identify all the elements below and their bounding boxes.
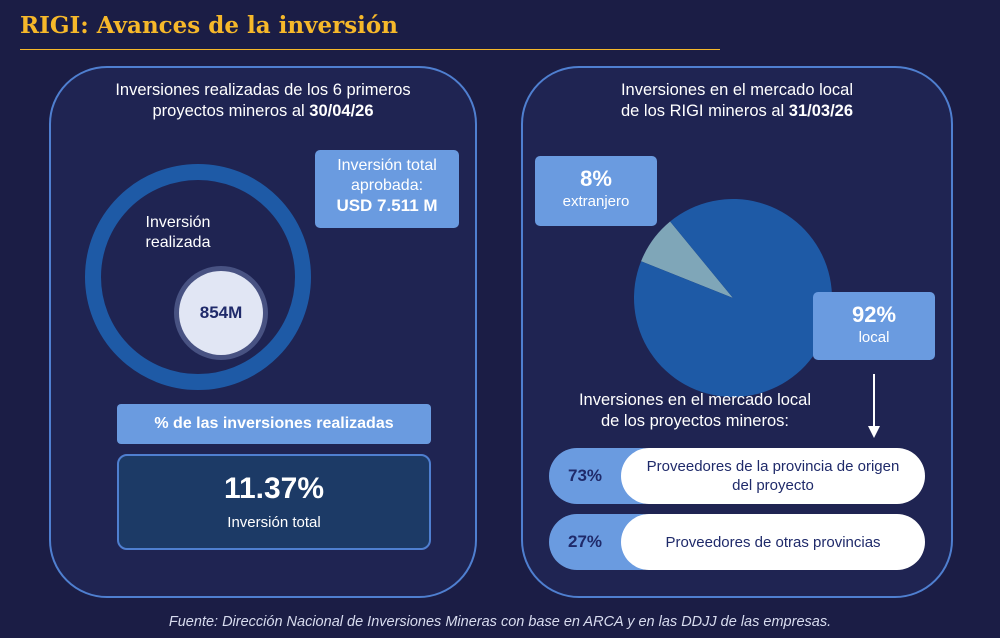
- suppliers-heading: Inversiones en el mercado local de los p…: [543, 390, 847, 432]
- total-label-line1: Inversión total: [337, 157, 437, 174]
- slice-label-local: 92% local: [813, 292, 935, 360]
- total-approved-box: Inversión total aprobada: USD 7.511 M: [315, 150, 459, 228]
- right-heading-line2-text: de los RIGI mineros al: [620, 102, 789, 120]
- donut-label-line1: Inversión: [145, 214, 211, 231]
- right-heading-line1: Inversiones en el mercado local: [620, 81, 854, 99]
- percentage-header: % de las inversiones realizadas: [117, 404, 431, 444]
- percentage-box: 11.37% Inversión total: [117, 454, 431, 550]
- right-panel-heading: Inversiones en el mercado local de los R…: [523, 80, 951, 122]
- supplier-label: Proveedores de la provincia de origen de…: [621, 448, 925, 504]
- right-heading-line2: de los RIGI mineros al 31/03/26: [523, 101, 951, 122]
- down-arrow-icon: [868, 426, 880, 438]
- slice-pct-foreign: 8%: [580, 166, 612, 191]
- slice-name-local: local: [858, 329, 890, 346]
- total-label-line2: aprobada:: [350, 177, 424, 194]
- left-heading-date: 30/04/26: [309, 102, 374, 120]
- realized-investment-panel: Inversiones realizadas de los 6 primeros…: [49, 66, 477, 598]
- title-underline: [20, 49, 720, 50]
- source-note: Fuente: Dirección Nacional de Inversione…: [168, 614, 832, 630]
- down-arrow-line: [873, 374, 875, 428]
- pie-slice-extranjero: [641, 221, 733, 298]
- percentage-caption: Inversión total: [227, 514, 321, 531]
- page-title: RIGI: Avances de la inversión: [20, 12, 398, 39]
- supplier-label: Proveedores de otras provincias: [621, 514, 925, 570]
- local-market-panel: Inversiones en el mercado local de los R…: [521, 66, 953, 598]
- right-heading-date: 31/03/26: [788, 102, 854, 120]
- percentage-header-text: % de las inversiones realizadas: [154, 415, 394, 432]
- supplier-row: 73% Proveedores de la provincia de orige…: [549, 448, 925, 504]
- left-heading-line2: proyectos mineros al 30/04/26: [51, 101, 475, 122]
- left-panel-heading: Inversiones realizadas de los 6 primeros…: [51, 80, 475, 122]
- slice-pct-local: 92%: [851, 302, 897, 327]
- donut-label: Inversión realizada: [123, 213, 233, 253]
- realized-amount-badge: 854M: [179, 271, 263, 355]
- total-amount: USD 7.511 M: [336, 196, 438, 215]
- slice-name-foreign: extranjero: [562, 193, 630, 210]
- origin-pie-chart: [634, 199, 832, 398]
- suppliers-heading-line2: de los proyectos mineros:: [600, 412, 789, 430]
- percentage-value: 11.37%: [223, 472, 325, 505]
- supplier-pct: 73%: [567, 466, 603, 485]
- donut-label-line2: realizada: [145, 234, 211, 251]
- suppliers-heading-line1: Inversiones en el mercado local: [578, 391, 812, 409]
- left-heading-line1: Inversiones realizadas de los 6 primeros: [115, 81, 411, 99]
- supplier-pct: 27%: [567, 532, 603, 551]
- slice-label-foreign: 8% extranjero: [535, 156, 657, 226]
- pie-slice-local: [634, 199, 832, 398]
- realized-amount: 854M: [199, 303, 243, 322]
- supplier-row: 27% Proveedores de otras provincias: [549, 514, 925, 570]
- left-heading-line2-text: proyectos mineros al: [152, 102, 310, 120]
